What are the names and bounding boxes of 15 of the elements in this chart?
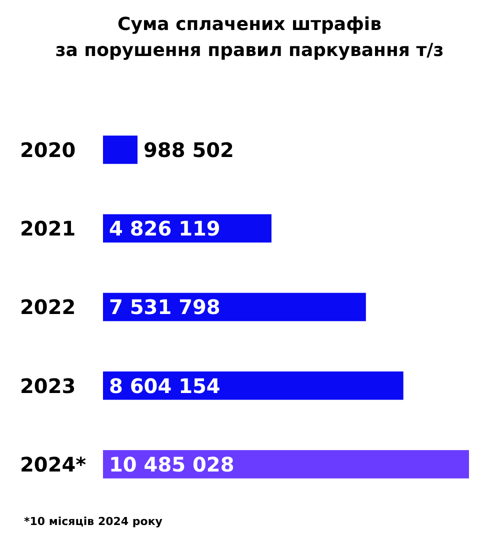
data-label: 4 826 119 [109, 216, 220, 241]
y-tick-label: 2020 [20, 138, 76, 162]
bar [103, 450, 469, 478]
y-tick-label: 2022 [20, 295, 76, 320]
bar [103, 371, 404, 400]
data-label: 7 531 798 [109, 295, 220, 320]
text: *10 місяців 2024 року [24, 515, 162, 528]
data-label: 988 502 [144, 138, 234, 162]
y-tick-label: 2024* [20, 452, 87, 476]
data-label: 10 485 028 [109, 452, 234, 476]
y-tick-label: 2023 [20, 374, 76, 398]
bar [103, 136, 138, 164]
data-label: 8 604 154 [109, 374, 220, 398]
y-tick-label: 2021 [20, 216, 76, 241]
chart-title: Сума сплачених штрафів за порушення правил паркування т/з [55, 14, 444, 61]
